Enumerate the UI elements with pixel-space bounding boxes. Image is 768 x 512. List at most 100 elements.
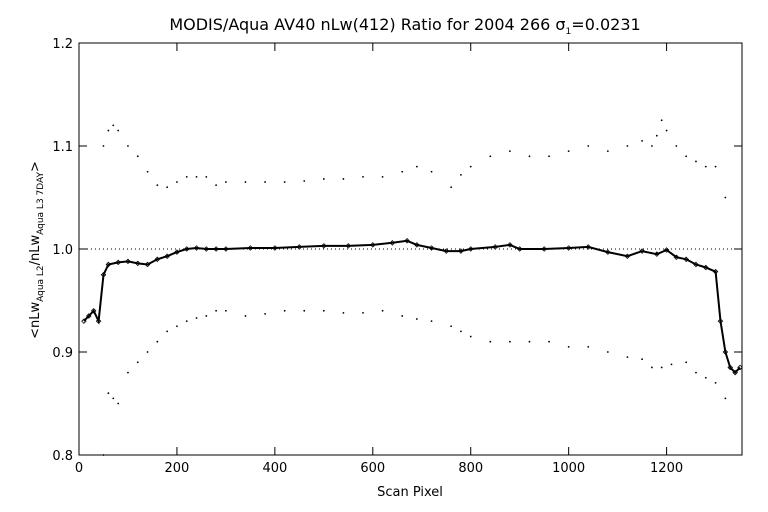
data-point: [450, 325, 453, 328]
data-point: [90, 308, 97, 314]
data-point: [342, 178, 345, 180]
data-point: [164, 253, 170, 259]
y-axis-label-suffix: >: [28, 161, 43, 172]
data-point: [414, 242, 420, 248]
data-point: [105, 261, 112, 268]
data-point: [737, 364, 743, 371]
y-axis-label-mid: /nLw: [28, 234, 43, 265]
data-point: [430, 170, 433, 173]
data-point: [342, 311, 345, 314]
data-point: [727, 364, 734, 371]
data-point: [704, 376, 707, 379]
data-point: [673, 254, 680, 261]
data-point: [127, 371, 129, 374]
series-layer: [81, 119, 743, 456]
data-point: [166, 330, 169, 333]
data-point: [509, 340, 511, 343]
data-point: [626, 145, 629, 147]
data-point: [215, 184, 218, 187]
data-point: [303, 309, 306, 312]
data-point: [156, 340, 159, 343]
data-point: [203, 246, 210, 252]
data-point: [489, 340, 492, 343]
data-point: [112, 124, 115, 127]
data-point: [247, 245, 254, 251]
data-point: [223, 246, 229, 252]
data-point: [185, 176, 188, 178]
data-point: [467, 246, 474, 252]
data-point: [714, 165, 717, 168]
data-point: [702, 264, 709, 271]
data-point: [528, 340, 531, 343]
data-point: [381, 176, 384, 178]
data-point: [428, 245, 435, 251]
data-point: [626, 356, 629, 359]
data-point: [264, 181, 266, 183]
data-point: [460, 330, 462, 333]
data-point: [205, 176, 208, 178]
data-point: [215, 309, 218, 312]
data-point: [415, 318, 418, 320]
data-point: [714, 382, 717, 384]
data-point: [430, 320, 433, 322]
data-point: [717, 318, 724, 324]
data-point: [685, 155, 688, 158]
y-axis-label-prefix: <nLw: [28, 302, 43, 339]
data-point: [303, 180, 306, 182]
data-point: [146, 351, 149, 353]
data-point: [283, 309, 286, 312]
data-point: [362, 311, 364, 314]
data-point: [125, 258, 131, 265]
data-point: [469, 335, 472, 338]
data-point: [115, 259, 121, 266]
data-point: [528, 155, 531, 158]
y-tick-label: 1.2: [52, 37, 73, 52]
y-axis-label-sub2: Aqua L3 7DAY: [36, 172, 46, 235]
data-point: [663, 247, 670, 253]
data-point: [322, 309, 325, 312]
x-tick-label: 600: [360, 461, 385, 476]
data-point: [404, 237, 410, 244]
data-point: [144, 261, 151, 268]
series-mean_ratio: [81, 237, 743, 376]
data-point: [322, 178, 325, 180]
y-tick-label: 1.0: [52, 243, 73, 258]
data-point: [415, 165, 418, 168]
data-point: [193, 245, 200, 251]
data-point: [450, 186, 453, 189]
data-point: [606, 351, 609, 353]
data-point: [176, 325, 178, 328]
chart-title-sigma-sub: 1: [566, 27, 572, 37]
data-point: [683, 256, 689, 263]
chart-title-main: MODIS/Aqua AV40 nLw(412) Ratio for 2004 …: [169, 15, 565, 34]
data-point: [492, 244, 498, 250]
data-point: [195, 317, 198, 319]
data-point: [548, 340, 550, 343]
data-point: [458, 248, 464, 254]
data-point: [102, 454, 105, 456]
x-tick-label: 400: [262, 461, 287, 476]
data-point: [345, 243, 352, 249]
data-point: [272, 245, 278, 251]
data-point: [107, 129, 110, 132]
data-point: [136, 361, 139, 364]
data-point: [665, 129, 668, 132]
data-point: [693, 261, 699, 268]
x-tick-label: 200: [165, 461, 190, 476]
data-point: [136, 155, 139, 158]
data-point: [724, 397, 727, 400]
data-point: [213, 246, 219, 252]
data-point: [321, 243, 327, 249]
x-tick-label: 1200: [650, 461, 683, 476]
data-point: [244, 181, 247, 183]
data-point: [176, 181, 178, 183]
data-point: [624, 253, 631, 259]
data-point: [567, 345, 570, 348]
series-upper_bound: [102, 119, 727, 199]
data-point: [174, 249, 180, 255]
data-point: [146, 170, 149, 173]
data-point: [244, 315, 247, 317]
data-point: [370, 242, 376, 248]
data-point: [587, 145, 590, 147]
data-point: [567, 150, 570, 153]
